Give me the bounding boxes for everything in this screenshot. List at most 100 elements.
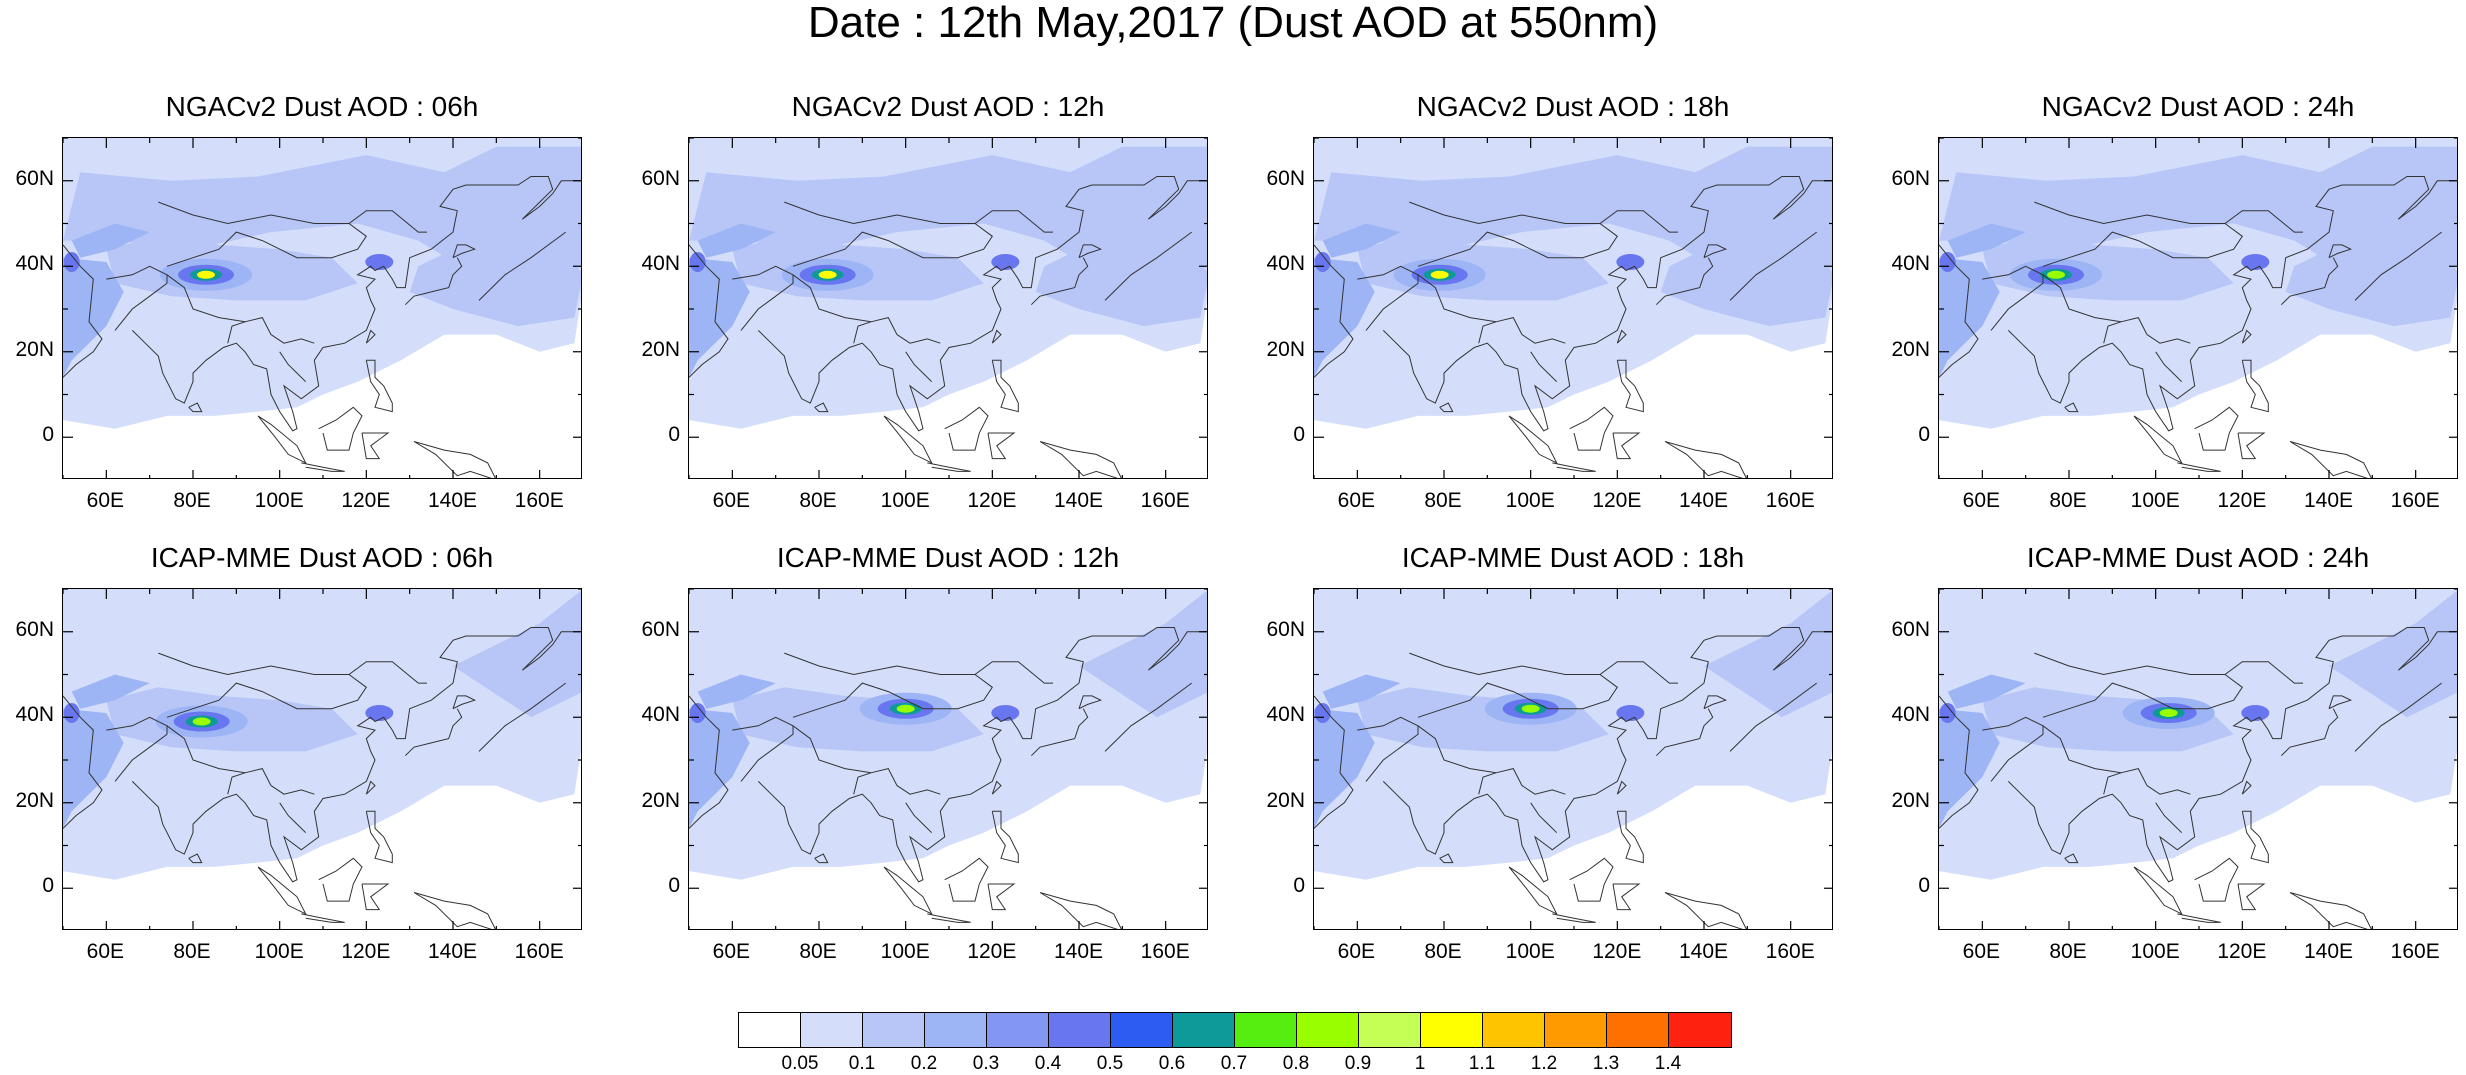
dust-field-middle-east xyxy=(1939,257,2000,378)
colorbar-label: 0.9 xyxy=(1344,1053,1372,1074)
y-tick-label: 40N xyxy=(1266,252,1305,276)
coastline xyxy=(1616,810,1644,864)
coastline xyxy=(365,329,376,344)
coastline xyxy=(2280,708,2339,757)
coastline xyxy=(2007,627,2457,883)
coastline xyxy=(1030,708,1089,757)
colorbar-swatch xyxy=(1359,1013,1421,1047)
coastline xyxy=(301,913,345,923)
colorbar-swatch xyxy=(1669,1013,1731,1047)
y-tick-label: 60N xyxy=(15,166,54,190)
colorbar-label: 1.1 xyxy=(1468,1053,1496,1074)
dust-field-north xyxy=(1314,589,1832,718)
coastline xyxy=(2007,176,2457,432)
coastline xyxy=(1530,351,1558,383)
x-tick-label: 80E xyxy=(1424,489,1462,512)
dust-streak-west xyxy=(1947,674,2026,709)
coastline xyxy=(1616,329,1627,344)
dust-field-pacific xyxy=(453,590,581,718)
coastline xyxy=(166,223,367,267)
coastline xyxy=(2289,892,2372,929)
coastline xyxy=(1521,334,1566,344)
coastline xyxy=(1982,265,2044,331)
coastline xyxy=(987,432,1016,460)
coastline xyxy=(1616,359,1644,413)
coastline xyxy=(1612,432,1641,460)
dust-aod-map xyxy=(63,589,581,929)
coastline xyxy=(2194,857,2239,902)
y-tick-label: 0 xyxy=(1918,423,1930,447)
coastline xyxy=(944,857,989,902)
coastline xyxy=(896,334,941,344)
y-tick-label: 20N xyxy=(15,337,54,361)
dust-hotspot-northeast xyxy=(365,704,394,721)
y-tick-label: 60N xyxy=(1266,166,1305,190)
x-tick-label: 140E xyxy=(1054,489,1104,512)
dust-hotspot-peak xyxy=(2159,708,2178,717)
coastline xyxy=(1729,231,1817,301)
colorbar-swatch xyxy=(1607,1013,1669,1047)
coastline xyxy=(784,201,1053,233)
dust-field-pacific xyxy=(1035,232,1207,327)
coastline xyxy=(1417,725,1523,786)
coastline xyxy=(2103,772,2122,795)
coastline xyxy=(944,406,989,451)
x-tick-label: 120E xyxy=(1592,940,1642,963)
coastline xyxy=(1039,441,1122,478)
map-panel xyxy=(1313,137,1833,479)
coastline xyxy=(270,785,315,795)
coastline xyxy=(1409,652,1678,684)
panel-title: ICAP-MME Dust AOD : 12h xyxy=(776,542,1120,573)
dust-hotspot-caspian xyxy=(689,251,706,272)
colorbar-swatch xyxy=(1297,1013,1359,1047)
dust-aod-map xyxy=(689,589,1207,929)
coastline xyxy=(2133,866,2183,916)
panel-title: NGACv2 Dust AOD : 12h xyxy=(791,91,1105,122)
coastline xyxy=(1439,853,1454,864)
y-tick-label: 20N xyxy=(1266,337,1305,361)
coastline xyxy=(2328,695,2353,710)
coastline xyxy=(2155,351,2183,383)
coastline xyxy=(1078,244,1103,259)
y-tick-label: 60N xyxy=(1891,166,1930,190)
x-tick-label: 100E xyxy=(254,940,304,963)
dust-field-middle-east xyxy=(1314,257,1375,378)
coastline xyxy=(2103,321,2122,344)
coastline xyxy=(2177,462,2221,472)
coastline xyxy=(1314,244,1354,378)
x-tick-label: 100E xyxy=(254,489,304,512)
coastline xyxy=(257,415,307,465)
coastline xyxy=(1552,913,1596,923)
dust-hotspot-northeast xyxy=(1616,253,1645,270)
y-tick-label: 20N xyxy=(641,337,680,361)
coastline xyxy=(814,402,829,413)
y-tick-label: 60N xyxy=(1891,617,1930,641)
coastline xyxy=(732,265,794,331)
dust-aod-map xyxy=(1314,138,1832,478)
coastline xyxy=(757,176,1207,432)
dust-hotspot-peak xyxy=(2047,270,2065,279)
dust-field-pacific xyxy=(2329,590,2457,718)
coastline xyxy=(732,716,794,782)
x-tick-label: 80E xyxy=(2049,940,2087,963)
coastline xyxy=(1612,883,1641,911)
colorbar-swatch xyxy=(863,1013,925,1047)
coastline xyxy=(279,802,307,834)
coastline xyxy=(792,223,993,267)
coastline xyxy=(188,402,203,413)
dust-field-pacific xyxy=(1660,232,1832,327)
x-tick-label: 120E xyxy=(967,489,1017,512)
x-tick-label: 60E xyxy=(1337,489,1376,512)
dust-hotspot-northeast xyxy=(365,253,394,270)
y-tick-label: 40N xyxy=(1891,703,1930,727)
dust-hotspot-caspian xyxy=(63,702,80,723)
map-panel xyxy=(1938,588,2458,930)
x-tick-label: 60E xyxy=(1962,489,2001,512)
dust-field-middle-east xyxy=(63,257,124,378)
coastline xyxy=(166,725,272,786)
coastline xyxy=(2241,810,2269,864)
coastline xyxy=(131,176,581,432)
coastline xyxy=(1478,321,1497,344)
dust-streak-west xyxy=(1322,674,1401,709)
coastline xyxy=(1729,682,1817,752)
